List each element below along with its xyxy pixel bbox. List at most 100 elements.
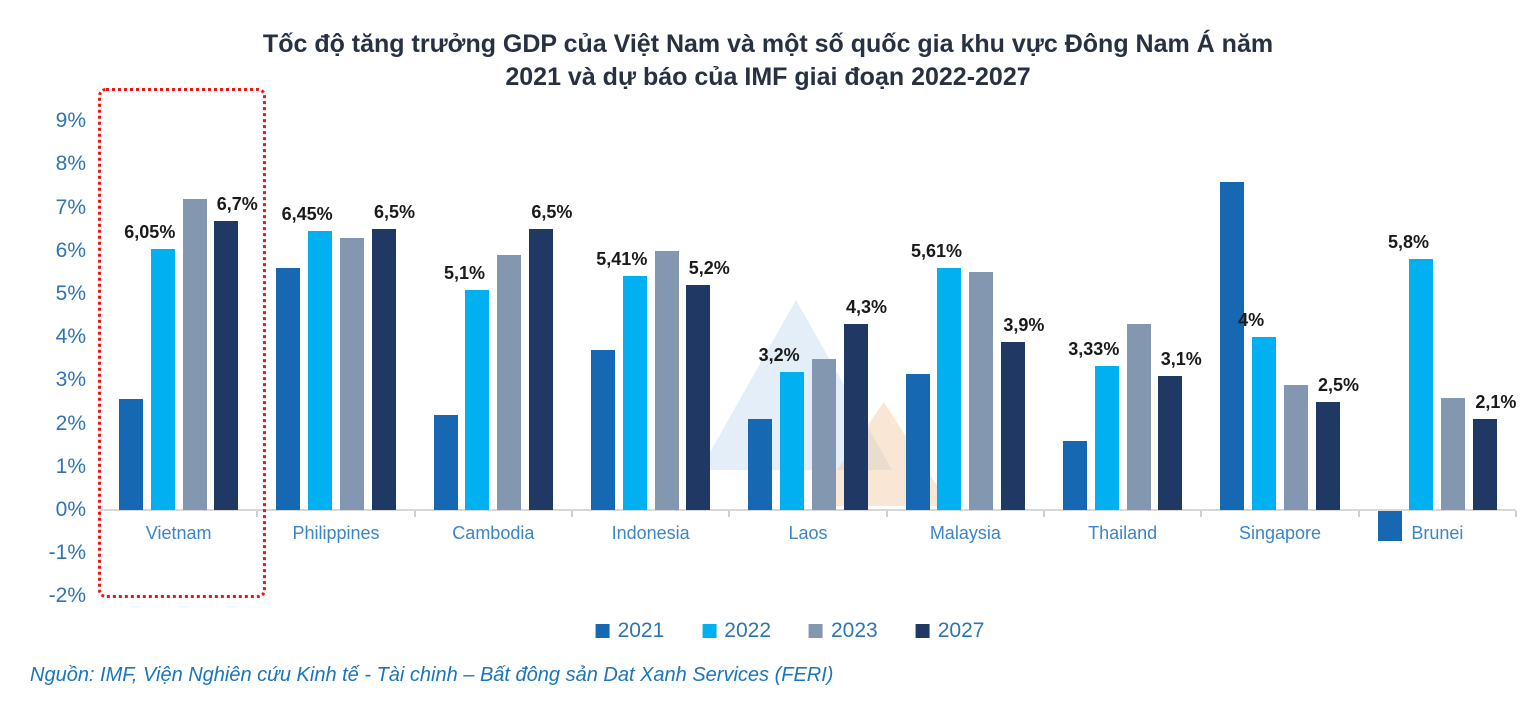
- bar-malaysia-2021: [905, 373, 930, 510]
- bar-philippines-2027: [371, 229, 396, 510]
- data-label-philippines-2027: 6,5%: [374, 202, 416, 223]
- y-tick-label: -1%: [48, 541, 86, 565]
- y-tick-label: 5%: [55, 282, 86, 305]
- bar-brunei-2021: [1377, 511, 1402, 542]
- chart-title-line1: Tốc độ tăng trưởng GDP của Việt Nam và m…: [262, 30, 1274, 58]
- y-tick-label: 0%: [55, 498, 86, 521]
- y-tick-label: 6%: [55, 238, 86, 262]
- data-label-vietnam-2027: 6,7%: [216, 193, 258, 214]
- category-label-brunei: Brunei: [1411, 523, 1464, 543]
- x-axis-tickmark: [256, 511, 259, 517]
- x-axis-tickmark: [1515, 511, 1517, 517]
- data-label-thailand-2022: 3,33%: [1068, 339, 1120, 360]
- legend-swatch-2027: [915, 624, 930, 638]
- data-label-philippines-2022: 6,45%: [281, 204, 333, 225]
- data-label-singapore-2022: 4%: [1238, 310, 1265, 331]
- legend-label-2021: 2021: [617, 619, 665, 642]
- legend-swatch-2022: [702, 624, 717, 638]
- bar-malaysia-2022: [937, 267, 962, 510]
- x-axis-tickmark: [571, 511, 573, 517]
- legend-swatch-2023: [809, 624, 823, 638]
- bar-philippines-2022: [308, 231, 333, 510]
- y-tick-label: 7%: [55, 195, 86, 219]
- chart-title: Tốc độ tăng trưởng GDP của Việt Nam và m…: [0, 28, 1536, 94]
- bar-brunei-2027: [1472, 419, 1497, 510]
- y-tick-label: 2%: [55, 411, 86, 435]
- category-label-philippines: Philippines: [292, 523, 380, 543]
- data-label-malaysia-2022: 5,61%: [910, 240, 962, 261]
- bar-laos-2022: [780, 371, 805, 510]
- y-tick-label: 8%: [55, 152, 86, 176]
- bar-cambodia-2023: [497, 255, 522, 510]
- bar-malaysia-2027: [1000, 341, 1025, 510]
- y-tick-label: 1%: [55, 454, 86, 478]
- data-label-cambodia-2027: 6,5%: [531, 202, 573, 223]
- bar-cambodia-2027: [528, 229, 553, 510]
- data-label-singapore-2027: 2,5%: [1318, 375, 1360, 395]
- data-label-brunei-2027: 2,1%: [1475, 392, 1517, 413]
- data-label-vietnam-2022: 6,05%: [124, 221, 176, 242]
- legend-label-2022: 2022: [724, 619, 771, 642]
- y-tick-label: 4%: [55, 325, 86, 349]
- bar-philippines-2021: [276, 268, 301, 510]
- chart-title-line2: 2021 và dự báo của IMF giai đoạn 2022-20…: [505, 63, 1031, 91]
- category-label-indonesia: Indonesia: [611, 523, 690, 543]
- bar-indonesia-2021: [591, 350, 616, 510]
- y-tick-label: 3%: [55, 368, 86, 392]
- bar-indonesia-2023: [654, 250, 679, 510]
- x-axis-tickmark: [1200, 511, 1203, 517]
- bar-singapore-2021: [1220, 181, 1245, 510]
- vietnam-highlight-box: [98, 88, 266, 598]
- bar-thailand-2023: [1126, 324, 1151, 510]
- bar-vietnam-2023: [182, 198, 207, 510]
- category-label-singapore: Singapore: [1238, 523, 1322, 543]
- bar-thailand-2027: [1158, 376, 1183, 510]
- bar-indonesia-2022: [622, 276, 647, 510]
- bar-thailand-2022: [1094, 366, 1119, 510]
- x-axis-tickmark: [1043, 511, 1045, 517]
- bar-vietnam-2022: [150, 248, 175, 510]
- bar-vietnam-2027: [214, 220, 239, 510]
- data-label-indonesia-2027: 5,2%: [688, 258, 730, 279]
- x-axis-tickmark: [728, 511, 731, 517]
- data-label-brunei-2022: 5,8%: [1387, 232, 1429, 253]
- bar-cambodia-2022: [465, 289, 490, 510]
- legend-item-2027: 2027: [915, 619, 985, 643]
- legend-label-2023: 2023: [831, 619, 878, 642]
- category-label-vietnam: Vietnam: [145, 523, 212, 543]
- category-label-laos: Laos: [788, 523, 828, 543]
- legend-item-2022: 2022: [702, 619, 771, 643]
- bar-laos-2023: [811, 358, 836, 510]
- bar-laos-2027: [843, 324, 868, 510]
- bar-brunei-2023: [1441, 397, 1466, 510]
- data-label-laos-2022: 3,2%: [758, 344, 800, 365]
- data-label-indonesia-2022: 5,41%: [596, 249, 648, 270]
- category-label-thailand: Thailand: [1088, 523, 1158, 543]
- data-label-cambodia-2022: 5,1%: [443, 262, 485, 283]
- legend-item-2021: 2021: [595, 619, 665, 643]
- data-label-malaysia-2027: 3,9%: [1003, 314, 1045, 335]
- bar-philippines-2023: [339, 237, 364, 510]
- y-tick-label: 9%: [55, 109, 86, 133]
- y-tick-label: -2%: [48, 584, 86, 608]
- legend-item-2023: 2023: [809, 619, 878, 643]
- bar-brunei-2022: [1409, 259, 1434, 510]
- legend-swatch-2021: [595, 624, 610, 638]
- x-axis-tickmark: [885, 511, 888, 517]
- data-label-laos-2027: 4,3%: [846, 297, 888, 318]
- bar-singapore-2023: [1283, 384, 1308, 510]
- category-label-malaysia: Malaysia: [929, 523, 1001, 543]
- legend-label-2027: 2027: [937, 619, 985, 642]
- bar-laos-2021: [748, 419, 773, 510]
- bar-thailand-2021: [1063, 440, 1088, 510]
- bar-singapore-2027: [1315, 402, 1340, 510]
- source-note: Nguồn: IMF, Viện Nghiên cứu Kinh tế - Tà…: [30, 664, 834, 686]
- category-label-cambodia: Cambodia: [452, 523, 535, 543]
- x-axis-line: [100, 509, 1516, 511]
- data-label-thailand-2027: 3,1%: [1160, 349, 1202, 370]
- x-axis-tickmark: [413, 511, 416, 517]
- legend: 2021 2022 2023 2027: [595, 619, 985, 643]
- bar-singapore-2022: [1252, 337, 1277, 510]
- bar-indonesia-2027: [686, 285, 711, 510]
